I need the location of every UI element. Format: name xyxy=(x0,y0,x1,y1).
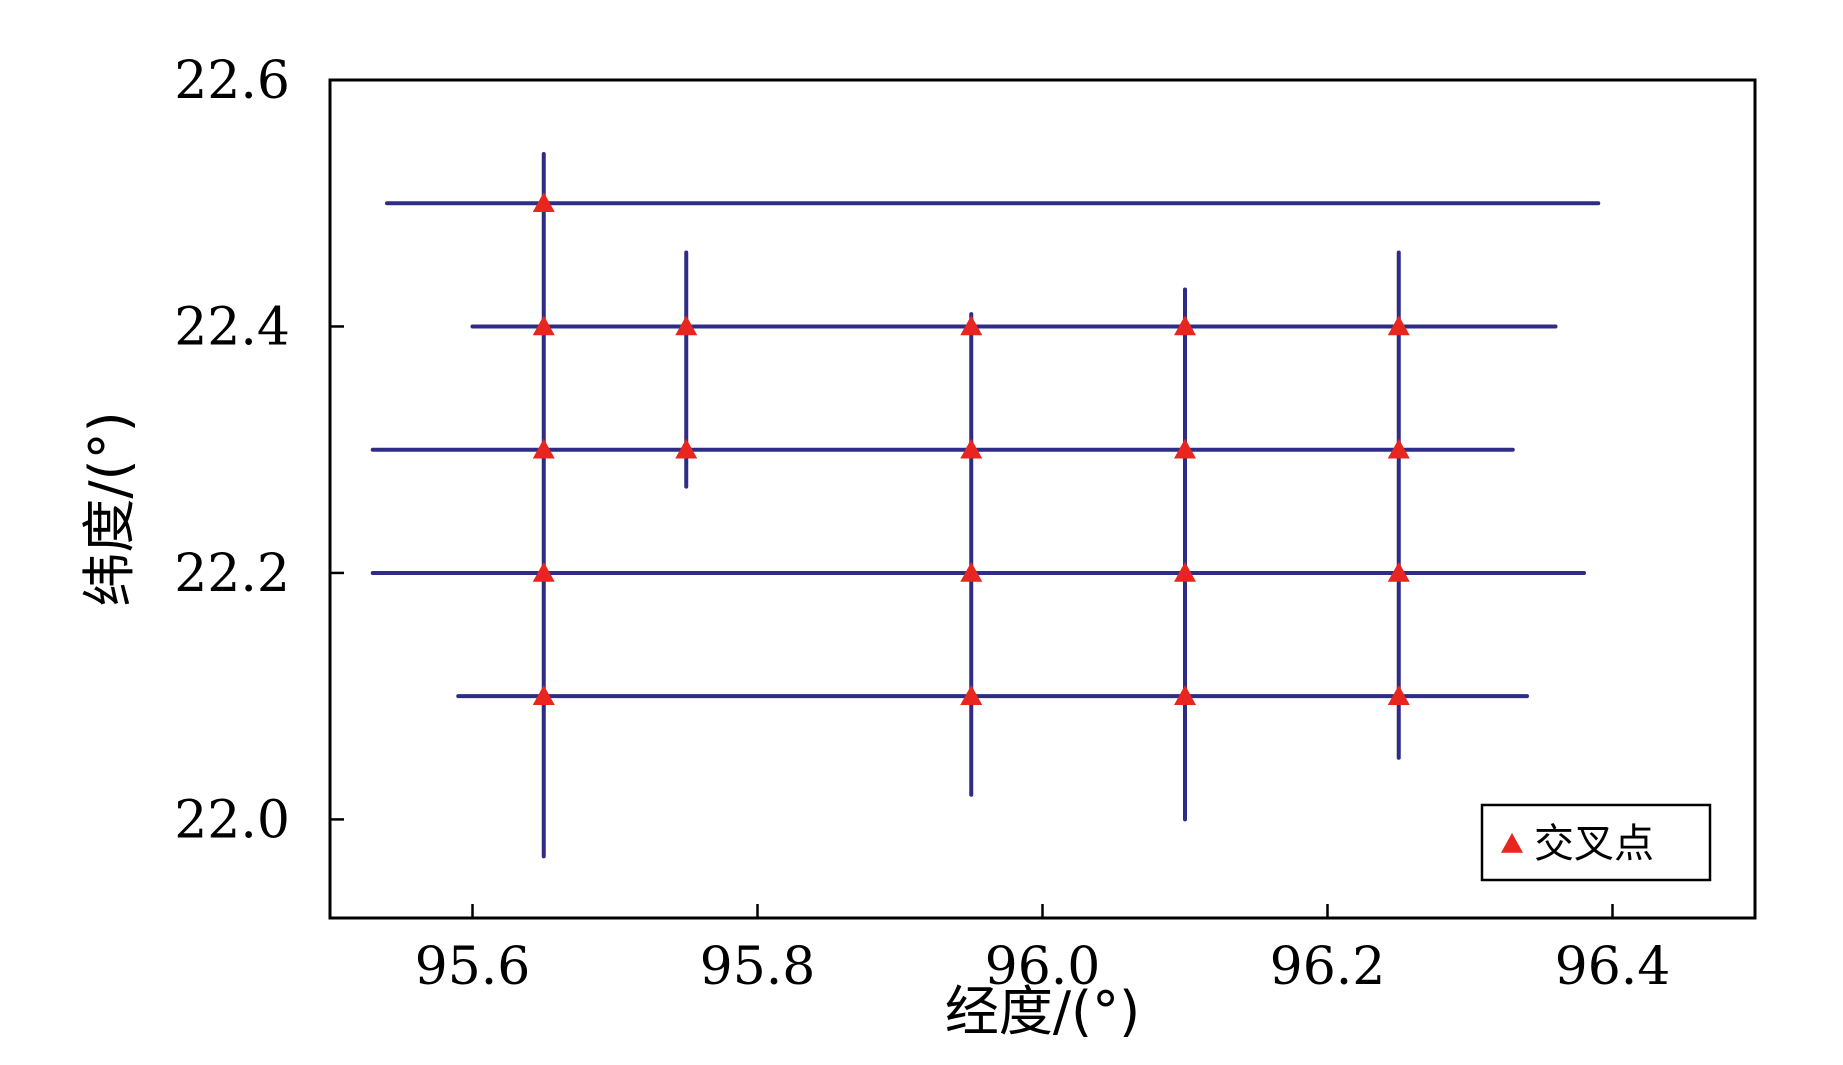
intersection-marker-10 xyxy=(1174,438,1196,459)
legend-triangle-icon xyxy=(1501,833,1523,853)
y-axis-title: 纬度/(°) xyxy=(78,411,141,606)
legend-label: 交叉点 xyxy=(1534,821,1654,867)
y-axis-ticks: 22.0 22.2 22.4 22.6 xyxy=(174,51,344,850)
tracks-layer xyxy=(370,151,1601,859)
intersection-marker-16 xyxy=(532,685,555,705)
y-tick-label: 22.0 xyxy=(174,790,290,850)
x-tick-label: 95.8 xyxy=(700,937,816,997)
intersection-marker-4 xyxy=(960,315,983,336)
legend-box xyxy=(1480,803,1712,882)
markers-layer xyxy=(532,192,1410,705)
intersection-marker-15 xyxy=(1387,561,1410,582)
intersection-marker-9 xyxy=(960,438,983,459)
y-tick-label: 22.6 xyxy=(174,51,290,111)
intersection-marker-13 xyxy=(960,561,983,582)
x-tick-label: 96.4 xyxy=(1555,937,1671,997)
intersection-marker-7 xyxy=(532,438,555,459)
intersection-marker-6 xyxy=(1387,315,1410,336)
x-tick-label: 96.2 xyxy=(1270,937,1386,997)
x-axis-ticks: 95.6 95.8 96.0 96.2 96.4 xyxy=(415,904,1671,997)
intersection-marker-8 xyxy=(675,438,698,459)
intersection-marker-19 xyxy=(1387,685,1410,705)
intersection-marker-12 xyxy=(532,561,555,582)
y-tick-label: 22.2 xyxy=(174,544,290,604)
x-tick-label: 95.6 xyxy=(415,937,531,997)
intersection-marker-17 xyxy=(960,685,983,705)
intersection-marker-1 xyxy=(532,192,555,213)
intersection-marker-5 xyxy=(1174,315,1196,336)
intersection-marker-18 xyxy=(1174,685,1196,705)
intersection-marker-2 xyxy=(532,315,555,336)
y-tick-label: 22.4 xyxy=(174,297,290,357)
x-tick-label: 96.0 xyxy=(985,937,1101,997)
intersection-marker-11 xyxy=(1387,438,1410,459)
legend: 交叉点 xyxy=(1480,803,1712,882)
intersection-marker-14 xyxy=(1174,561,1196,582)
x-axis-title: 经度/(°) xyxy=(945,980,1140,1043)
intersection-marker-3 xyxy=(675,315,698,336)
